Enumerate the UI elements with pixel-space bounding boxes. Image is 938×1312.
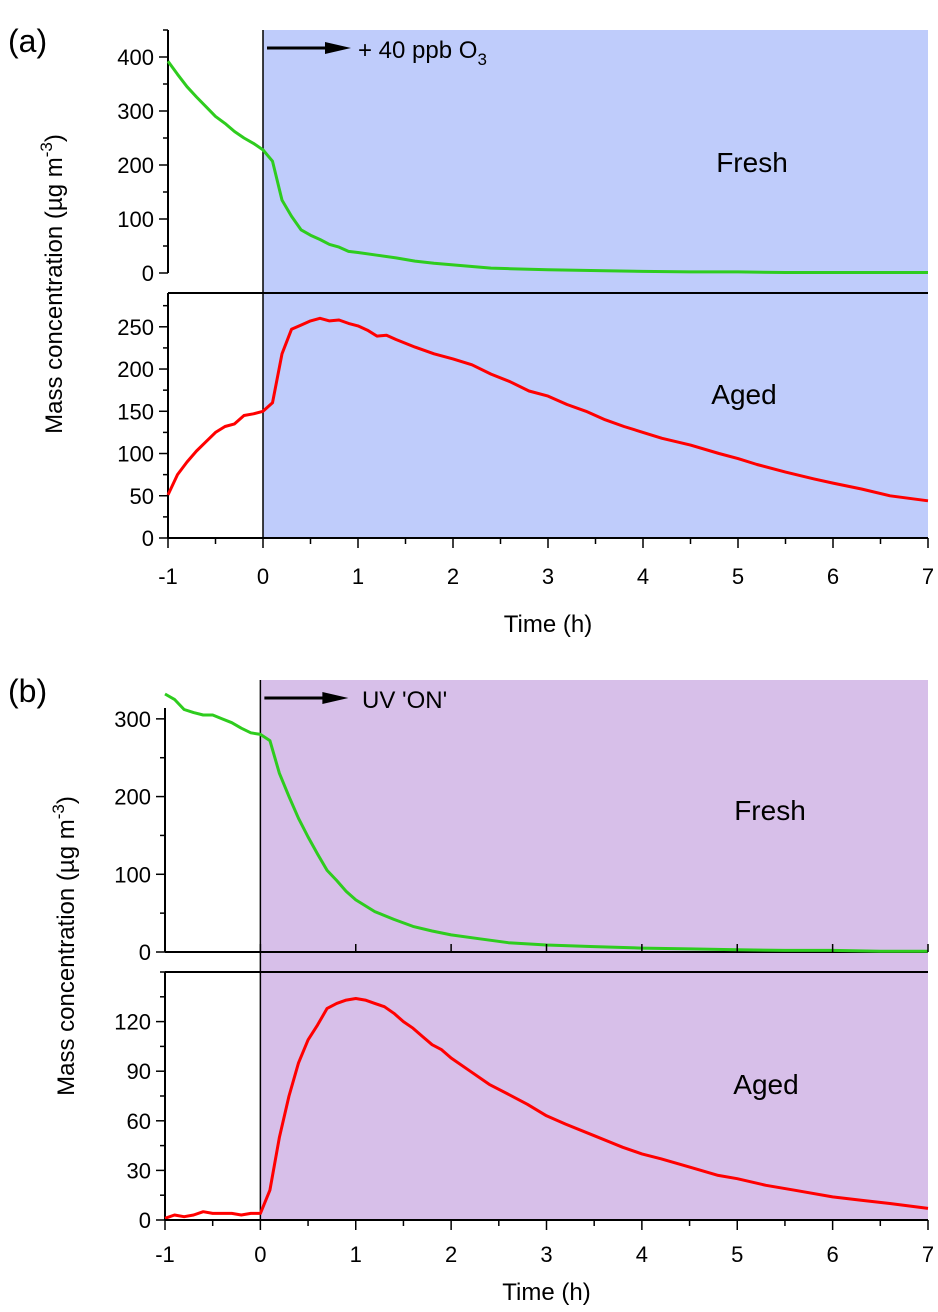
y-tick-label: 0 (139, 940, 151, 965)
y-axis-label-superscript: -3 (37, 142, 56, 157)
y-tick-label: 300 (114, 707, 151, 732)
x-tick-label: 4 (636, 1242, 648, 1267)
x-tick-label: 7 (922, 1242, 934, 1267)
x-tick-label: 0 (257, 564, 269, 589)
x-tick-label: -1 (155, 1242, 175, 1267)
y-tick-label: 100 (114, 862, 151, 887)
annotation-subscript: 3 (477, 50, 486, 69)
y-tick-label: 0 (139, 1208, 151, 1233)
y-tick-label: 100 (117, 442, 154, 467)
x-tick-label: 7 (922, 564, 934, 589)
y-axis-label: Mass concentration (µg m-3) (37, 134, 68, 434)
y-tick-label: 400 (117, 45, 154, 70)
y-tick-label: 300 (117, 99, 154, 124)
y-tick-label: 60 (127, 1109, 151, 1134)
annotation-label: UV 'ON' (362, 687, 447, 714)
y-tick-label: 0 (142, 261, 154, 286)
subplot-aged: 0 50 100 150 200 250 Aged (117, 293, 929, 551)
y-tick-label: 100 (117, 207, 154, 232)
panel-b: (b) UV 'ON'0100200300Fresh0306090120Aged-… (8, 673, 934, 1306)
x-axis-label: Time (h) (502, 1279, 590, 1306)
y-tick-label: 200 (114, 785, 151, 810)
subplot-fresh: 0 100 200 300 400 Fresh (117, 29, 928, 286)
y-axis-label-tail: ) (53, 796, 80, 804)
x-tick-label: 2 (447, 564, 459, 589)
y-tick-label: 250 (117, 315, 154, 340)
annotation-arrowhead (325, 42, 351, 54)
y-tick-label: 0 (142, 526, 154, 551)
panel-label: (a) (8, 23, 47, 59)
x-tick-label: 5 (732, 564, 744, 589)
series-label-fresh: Fresh (734, 795, 806, 826)
x-tick-label: 1 (350, 1242, 362, 1267)
series-line-fresh (166, 60, 928, 274)
x-tick-label: 2 (445, 1242, 457, 1267)
series-label-fresh: Fresh (716, 147, 788, 178)
x-tick-label: 4 (637, 564, 649, 589)
y-axis-label-tail: ) (41, 134, 68, 142)
exposure-shading (263, 30, 928, 538)
y-axis-label: Mass concentration (µg m-3) (49, 796, 80, 1096)
y-tick-label: 90 (127, 1059, 151, 1084)
series-line-aged (164, 997, 929, 1220)
x-tick-label: 5 (731, 1242, 743, 1267)
series-label-aged: Aged (733, 1069, 798, 1100)
y-tick-label: 150 (117, 399, 154, 424)
x-tick-label: 3 (542, 564, 554, 589)
x-tick-label: 1 (352, 564, 364, 589)
x-tick-label: 6 (827, 1242, 839, 1267)
y-tick-label: 50 (130, 484, 154, 509)
panel-label: (b) (8, 673, 47, 709)
subplot-aged: 0 30 60 90 120 Aged (114, 971, 929, 1233)
y-tick-label: 30 (127, 1158, 151, 1183)
y-tick-label: 120 (114, 1010, 151, 1035)
y-axis-label-superscript: -3 (49, 804, 68, 819)
x-tick-label: 6 (827, 564, 839, 589)
series-line-aged (166, 316, 929, 503)
y-tick-label: 200 (117, 153, 154, 178)
x-axis-label: Time (h) (504, 611, 592, 638)
annotation-label: + 40 ppb O3 (358, 37, 487, 69)
x-tick-label: 0 (254, 1242, 266, 1267)
series-label-aged: Aged (711, 379, 776, 410)
annotation-arrowhead (322, 692, 349, 704)
x-tick-label: -1 (158, 564, 178, 589)
y-tick-label: 200 (117, 357, 154, 382)
x-tick-label: 3 (540, 1242, 552, 1267)
panel-a: (a) + 40 ppb O30100200300400Fresh05010015… (8, 23, 934, 638)
